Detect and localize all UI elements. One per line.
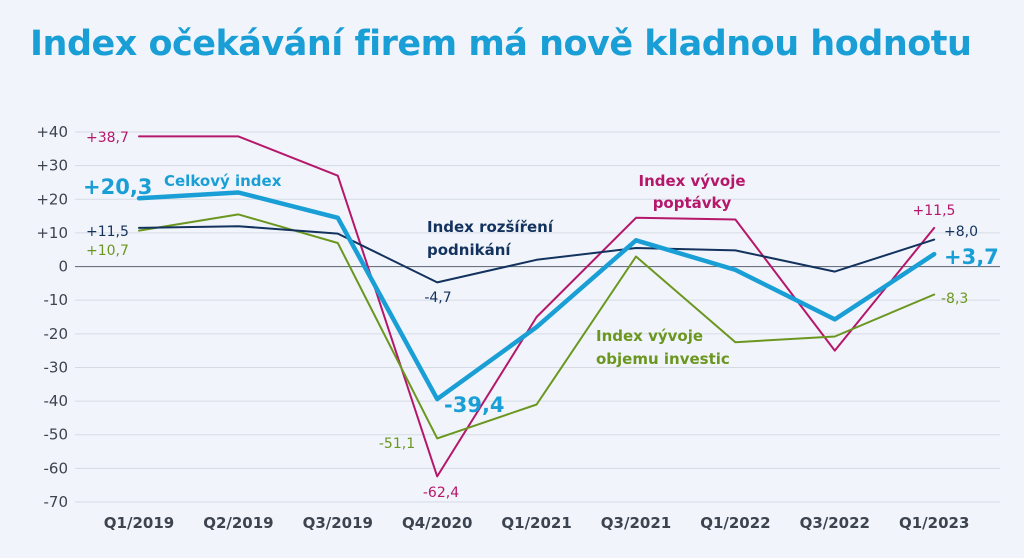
- series-labels: Index vývoje poptávky Celkový index Index r…: [164, 172, 746, 368]
- x-tick-label: Q1/2019: [104, 514, 174, 532]
- value-label-investice: -51,1: [379, 436, 415, 452]
- y-tick-label: +30: [36, 157, 68, 175]
- x-tick-label: Q4/2020: [402, 514, 472, 532]
- chart-title: Index očekávání firem má nově kladnou ho…: [30, 24, 972, 64]
- x-tick-label: Q1/2022: [700, 514, 770, 532]
- series-label-poptavka: Index vývoje poptávky: [638, 172, 745, 212]
- series-line-poptavka: [138, 135, 936, 478]
- data-annotations: +38,7 -62,4 +11,5 +20,3 -39,4 +3,7 +11,5 -4,7 +8…: [83, 130, 999, 501]
- series-label-celkovy: Celkový index: [164, 172, 282, 190]
- x-tick-label: Q3/2022: [800, 514, 870, 532]
- x-tick-label: Q1/2023: [899, 514, 969, 532]
- y-tick-label: 0: [58, 258, 68, 276]
- y-tick-label: -50: [44, 426, 69, 444]
- value-label-celkovy: -39,4: [444, 393, 505, 417]
- y-tick-label: +20: [36, 190, 68, 208]
- series-line-rozsireni: [138, 225, 936, 284]
- series-line-celkovy: [136, 190, 937, 402]
- y-tick-label: -70: [44, 493, 69, 511]
- value-label-poptavka: +38,7: [86, 130, 129, 146]
- series-lines: [136, 135, 937, 478]
- x-tick-label: Q3/2021: [601, 514, 671, 532]
- value-label-investice: +10,7: [86, 243, 129, 259]
- y-tick-label: +10: [36, 224, 68, 242]
- series-label-investice: Index vývoje objemu investic: [596, 327, 730, 368]
- value-label-rozsireni: +11,5: [86, 224, 129, 240]
- value-label-celkovy: +3,7: [944, 245, 999, 269]
- y-tick-label: -30: [44, 358, 69, 376]
- y-tick-label: +40: [36, 123, 68, 141]
- value-label-rozsireni: -4,7: [424, 290, 451, 306]
- value-label-celkovy: +20,3: [83, 175, 152, 199]
- y-axis-ticks: +40 +30 +20 +10 0 -10 -20 -30 -40 -50 -60 -70: [36, 123, 68, 511]
- y-tick-label: -60: [44, 459, 69, 477]
- series-line-investice: [138, 213, 936, 440]
- x-axis-ticks: Q1/2019 Q2/2019 Q3/2019 Q4/2020 Q1/2021 Q3/20…: [104, 514, 970, 532]
- value-label-rozsireni: +8,0: [944, 224, 978, 240]
- x-tick-label: Q2/2019: [203, 514, 273, 532]
- y-tick-label: -40: [44, 392, 69, 410]
- x-tick-label: Q1/2021: [501, 514, 571, 532]
- series-label-rozsireni: Index rozšíření podnikání: [427, 218, 554, 259]
- y-tick-label: -20: [44, 325, 69, 343]
- value-label-poptavka: +11,5: [913, 203, 956, 219]
- grid-lines: [75, 131, 1000, 503]
- y-tick-label: -10: [44, 291, 69, 309]
- value-label-poptavka: -62,4: [423, 485, 459, 501]
- value-label-investice: -8,3: [941, 291, 968, 307]
- x-tick-label: Q3/2019: [303, 514, 373, 532]
